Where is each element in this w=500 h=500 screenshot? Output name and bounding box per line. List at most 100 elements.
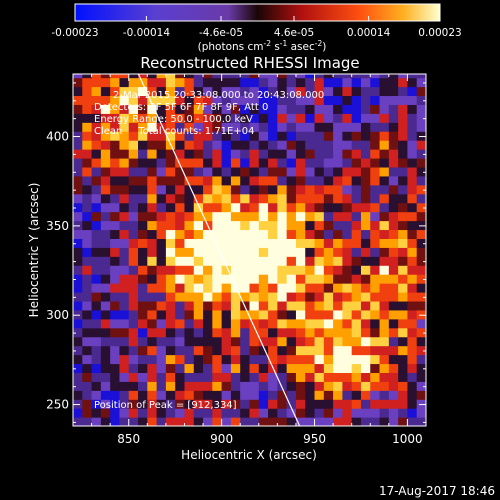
heatmap-cell: [277, 220, 288, 231]
heatmap-cell: [156, 202, 167, 213]
heatmap-cell: [286, 184, 297, 195]
heatmap-cell: [110, 381, 121, 391]
heatmap-cell: [212, 274, 223, 284]
heatmap-cell: [138, 372, 148, 382]
heatmap-cell: [268, 345, 278, 356]
heatmap-cell: [212, 381, 223, 391]
heatmap-cell: [175, 140, 186, 150]
heatmap-cell: [230, 95, 241, 105]
annotations: 2-Mar-2015 20:33:08.000 to 20:43:08.000 …: [94, 90, 324, 411]
heatmap-cell: [119, 131, 130, 141]
heatmap-cell: [249, 74, 260, 79]
heatmap-cell: [277, 291, 288, 302]
heatmap-cell: [379, 336, 390, 347]
heatmap-cell: [388, 131, 399, 141]
heatmap-cell: [342, 166, 353, 177]
heatmap-cell: [333, 140, 343, 150]
heatmap-cell: [203, 95, 213, 105]
heatmap-cell: [268, 309, 278, 320]
heatmap-cell: [360, 113, 371, 123]
heatmap-cell: [73, 229, 83, 239]
heatmap-cell: [156, 390, 167, 400]
heatmap-cell: [100, 274, 111, 284]
heatmap-cell: [295, 265, 306, 275]
heatmap-cell: [351, 399, 362, 409]
heatmap-cell: [342, 399, 353, 409]
heatmap-cell: [91, 345, 102, 356]
heatmap-cell: [203, 149, 213, 159]
heatmap-cell: [110, 104, 121, 114]
heatmap-cell: [110, 113, 121, 123]
heatmap-cell: [258, 265, 269, 275]
heatmap-cell: [305, 327, 316, 338]
heatmap-cell: [100, 140, 111, 150]
heatmap-cell: [82, 291, 93, 302]
heatmap-cell: [351, 345, 362, 356]
heatmap-cell: [203, 238, 213, 248]
heatmap-cell: [119, 175, 130, 186]
heatmap-cell: [416, 104, 426, 114]
heatmap-cell: [221, 149, 232, 159]
heatmap-cell: [314, 283, 325, 293]
heatmap-cell: [82, 390, 93, 400]
heatmap-cell: [147, 354, 158, 365]
heatmap-cell: [128, 166, 139, 177]
heatmap-cell: [258, 184, 269, 195]
heatmap-cell: [175, 381, 186, 391]
heatmap-cell: [203, 265, 213, 275]
heatmap-cell: [203, 417, 213, 426]
heatmap-cell: [277, 211, 288, 222]
heatmap-cell: [305, 77, 316, 88]
heatmap-cell: [370, 175, 381, 186]
heatmap-cell: [351, 202, 362, 213]
heatmap-cell: [147, 131, 158, 141]
heatmap-cell: [119, 193, 130, 204]
x-tick-label: 850: [117, 432, 140, 446]
heatmap-cell: [193, 309, 204, 320]
heatmap-cell: [333, 113, 343, 123]
heatmap-cell: [333, 149, 343, 159]
heatmap-cell: [333, 372, 343, 382]
heatmap-cell: [175, 408, 186, 418]
heatmap-cell: [110, 291, 121, 302]
heatmap-cell: [268, 95, 278, 105]
heatmap-cell: [351, 238, 362, 248]
heatmap-cell: [91, 211, 102, 222]
heatmap-cell: [398, 175, 409, 186]
heatmap-cell: [258, 283, 269, 293]
heatmap-cell: [193, 113, 204, 123]
heatmap-cell: [398, 220, 409, 231]
heatmap-cell: [212, 229, 223, 239]
heatmap-cell: [277, 140, 288, 150]
heatmap-cell: [91, 238, 102, 248]
heatmap-cell: [138, 131, 148, 141]
heatmap-cell: [379, 265, 390, 275]
heatmap-cell: [230, 113, 241, 123]
heatmap-cell: [82, 74, 93, 79]
heatmap-cell: [370, 399, 381, 409]
heatmap-cell: [156, 175, 167, 186]
heatmap-cell: [258, 149, 269, 159]
heatmap-cell: [360, 131, 371, 141]
heatmap-cell: [305, 122, 316, 132]
heatmap-cell: [407, 220, 418, 231]
heatmap-cell: [370, 220, 381, 231]
heatmap-cell: [110, 354, 121, 365]
heatmap-cell: [305, 113, 316, 123]
heatmap-cell: [333, 211, 343, 222]
heatmap-cell: [249, 417, 260, 426]
heatmap-cell: [147, 399, 158, 409]
heatmap-cell: [175, 184, 186, 195]
heatmap-cell: [277, 77, 288, 88]
heatmap-cell: [305, 238, 316, 248]
heatmap-cell: [82, 149, 93, 159]
heatmap-cell: [416, 74, 426, 79]
heatmap-cell: [407, 95, 418, 105]
heatmap-cell: [342, 113, 353, 123]
heatmap-cell: [138, 247, 148, 257]
heatmap-cell: [193, 390, 204, 400]
heatmap-cell: [416, 417, 426, 426]
heatmap-cell: [165, 220, 176, 231]
heatmap-cell: [268, 140, 278, 150]
